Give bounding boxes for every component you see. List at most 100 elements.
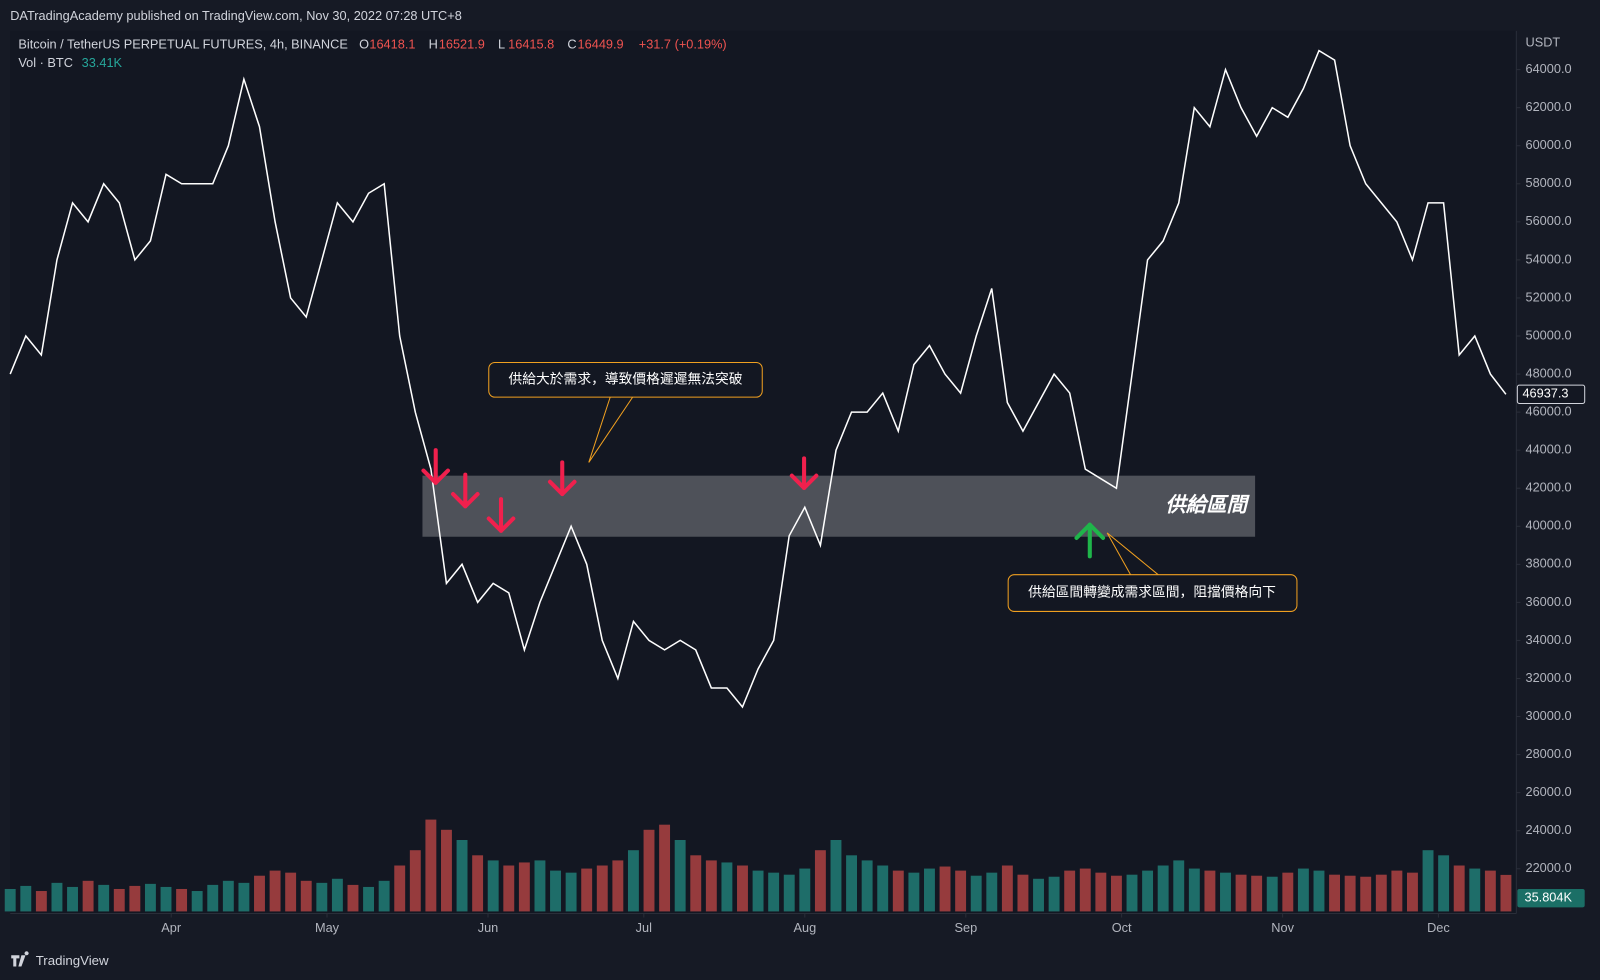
volume-bar [1188,868,1200,912]
volume-bar [861,860,873,912]
volume-bar [674,840,686,912]
volume-bar [1095,872,1107,912]
volume-bar [1033,878,1044,912]
callout-pointer [588,396,634,463]
arrow-down [547,460,577,497]
volume-legend-value: 33.41K [82,55,123,70]
volume-bar [378,880,390,912]
volume-bar [207,884,219,912]
volume-bar [1126,874,1138,912]
volume-bar [1297,868,1309,912]
footer-logo: TradingView [11,951,109,968]
volume-bar [1344,875,1356,912]
volume-bar [20,885,32,912]
y-tick-label: 34000.0 [1526,632,1572,647]
ohlc-key: O [359,36,369,51]
volume-bar [939,866,951,912]
volume-bar [1266,876,1278,912]
volume-bar [1500,874,1512,912]
y-tick-label: 28000.0 [1526,746,1572,761]
volume-bar [518,862,530,912]
volume-bar [1438,855,1450,912]
volume-bar [1407,872,1418,912]
volume-bar [908,872,920,912]
volume-bar [254,875,265,912]
volume-legend: Vol · BTC [18,55,73,70]
ohlc: O 16418.1 H 16521.9 L 16415.8 C 16449.9 +31.7 (+… [359,36,726,51]
y-tick-label: 38000.0 [1526,556,1572,571]
volume-bar [222,880,234,912]
y-tick-label: 42000.0 [1526,480,1572,495]
volume-bar [581,868,593,912]
y-tick-label: 48000.0 [1526,365,1572,380]
y-tick-label: 32000.0 [1526,670,1572,685]
volume-bar [1453,865,1465,912]
ohlc-change: +31.7 (+0.19%) [639,36,727,51]
volume-bar [846,855,858,912]
volume-bar [1251,875,1263,912]
x-tick-label: Oct [1112,920,1132,935]
price-series [9,49,1507,709]
volume-bar [752,870,764,912]
last-price-label: 46937.3 [1522,386,1568,401]
y-tick-label: 50000.0 [1526,327,1572,342]
arrow-down [421,448,450,485]
x-tick-label: Jun [478,920,499,935]
x-tick-label: Jul [636,920,652,935]
volume-bar [955,870,967,912]
y-tick-label: 56000.0 [1526,213,1572,228]
last-volume-tag [1517,888,1585,908]
volume-bar [176,888,188,912]
volume-bar [1282,872,1294,912]
ohlc-value: 16418.1 [369,36,415,51]
volume-bar [487,860,499,912]
volume-bar [1235,874,1247,912]
y-tick-label: 62000.0 [1526,99,1572,114]
volume-bar [1220,872,1231,912]
volume-bar [472,855,484,912]
last-volume-label: 35.804K [1524,890,1572,905]
volume-bar [705,860,717,912]
zone: 供給區間 [422,475,1256,537]
axes: 22000.0 24000.0 26000.0 28000.0 30000.0 32000… [161,61,1586,935]
plot-area [10,30,1517,914]
x-tick-label: Aug [793,920,816,935]
volume-bar [98,884,110,912]
callout-pointer [1106,532,1159,576]
volume-bar [659,824,671,912]
volume-bar [627,850,639,912]
volume-bar [1110,875,1122,912]
price-line [9,49,1507,709]
volume-bar [409,850,421,912]
volume-bar [129,885,141,912]
volume-bar [830,840,842,912]
volume-bar [534,860,546,912]
logo-mark [11,951,29,967]
volume-bar [331,878,343,912]
volume-bar [35,891,47,912]
volume-bar [191,891,203,912]
volume-bar [986,872,998,912]
volume-bar [1391,870,1403,912]
x-tick-label: Nov [1271,920,1294,935]
volume-bar [1469,868,1481,912]
y-tick-label: 26000.0 [1526,784,1572,799]
volume-bar [1173,860,1185,912]
volume-bar [67,886,78,912]
y-tick-label: 30000.0 [1526,708,1572,723]
volume-bar [82,880,94,912]
symbol: Bitcoin / TetherUS PERPETUAL FUTURES, 4h… [18,36,347,51]
volume-bar [799,868,811,912]
y-tick-label: 46000.0 [1526,403,1572,418]
callout-box [488,361,763,398]
volume-bar [503,865,515,912]
arrow-up [1074,522,1106,559]
volume-bar [1313,870,1325,912]
ohlc-key: L [498,36,505,51]
volume-bar [238,882,250,912]
ohlc-value: 16415.8 [508,36,554,51]
ohlc-value: 16521.9 [439,36,485,51]
volume-bar [1204,870,1216,912]
y-tick-label: 54000.0 [1526,251,1572,266]
